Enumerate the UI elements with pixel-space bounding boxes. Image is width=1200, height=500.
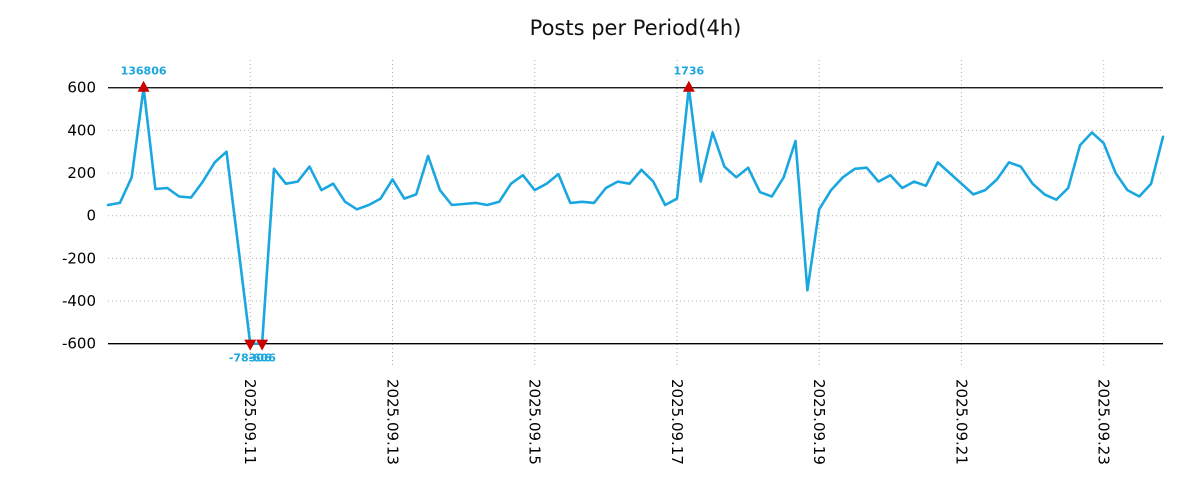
extreme-marker-icon bbox=[256, 339, 269, 351]
annotation-label: 136806 bbox=[121, 65, 167, 78]
annotation-label: -606 bbox=[248, 352, 276, 365]
chart-title: Posts per Period(4h) bbox=[529, 16, 742, 40]
y-tick-label: -400 bbox=[62, 292, 96, 310]
x-tick-label: 2025.09.21 bbox=[952, 379, 970, 465]
x-tick-label: 2025.09.11 bbox=[241, 379, 259, 465]
annotation-label: 1736 bbox=[674, 65, 705, 78]
x-tick-label: 2025.09.15 bbox=[526, 379, 544, 465]
x-tick-label: 2025.09.19 bbox=[810, 379, 828, 465]
annotation-label: -78306 bbox=[229, 352, 272, 365]
y-tick-label: -200 bbox=[62, 249, 96, 267]
y-tick-label: 400 bbox=[67, 121, 96, 139]
extreme-marker-icon bbox=[244, 339, 257, 351]
y-tick-label: 200 bbox=[67, 164, 96, 182]
y-tick-label: 0 bbox=[86, 207, 96, 225]
y-tick-label: -600 bbox=[62, 335, 96, 353]
x-tick-label: 2025.09.23 bbox=[1095, 379, 1113, 465]
x-tick-label: 2025.09.13 bbox=[383, 379, 401, 465]
y-tick-label: 600 bbox=[67, 79, 96, 97]
extreme-marker-icon bbox=[137, 80, 150, 92]
x-tick-label: 2025.09.17 bbox=[668, 379, 686, 465]
series-line bbox=[106, 86, 1165, 346]
extreme-marker-icon bbox=[682, 80, 695, 92]
